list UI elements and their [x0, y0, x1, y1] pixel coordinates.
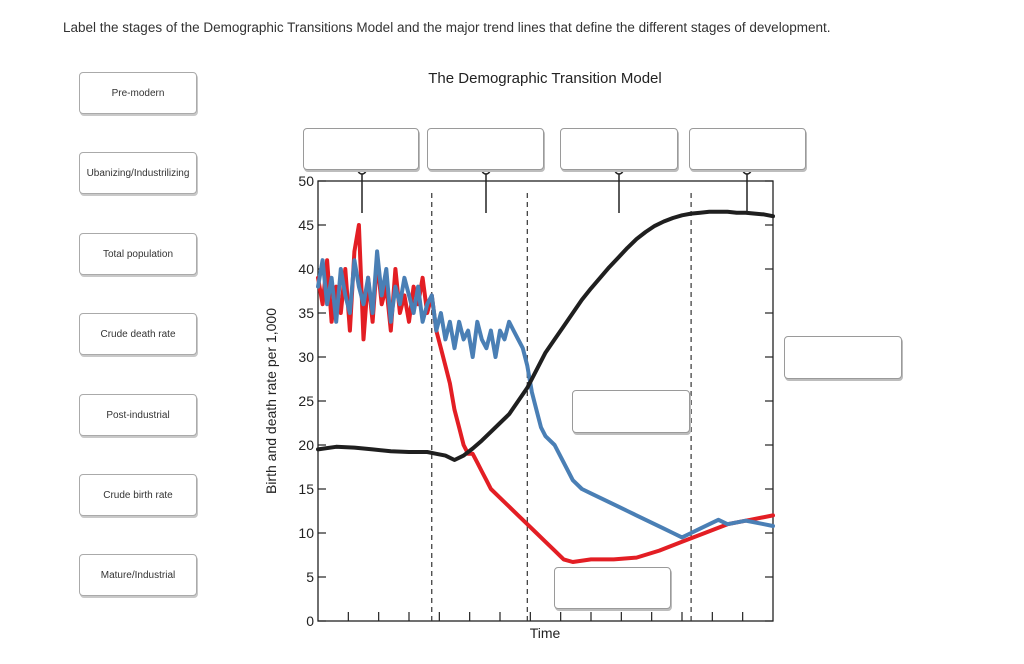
label-choice-urbanizing[interactable]: Ubanizing/Industrilizing	[79, 152, 197, 194]
y-tick-label: 10	[298, 525, 314, 541]
crude-birth-rate-line	[316, 223, 775, 564]
label-choice-total-population[interactable]: Total population	[79, 233, 197, 275]
label-choice-pre-modern[interactable]: Pre-modern	[79, 72, 197, 114]
label-choice-crude-death-rate[interactable]: Crude death rate	[79, 313, 197, 355]
y-tick-label: 35	[298, 305, 314, 321]
label-choice-crude-birth-rate[interactable]: Crude birth rate	[79, 474, 197, 516]
x-axis-title: Time	[530, 625, 561, 641]
chart-title: The Demographic Transition Model	[428, 70, 661, 87]
y-tick-label: 5	[306, 569, 314, 585]
y-axis-ticks: 0 5 10 15 20 25 30 35 40 45 50	[298, 173, 773, 629]
y-tick-label: 20	[298, 437, 314, 453]
y-tick-label: 40	[298, 261, 314, 277]
y-axis-title: Birth and death rate per 1,000	[263, 308, 279, 494]
label-choice-mature-industrial[interactable]: Mature/Industrial	[79, 554, 197, 596]
drop-target-stage-3[interactable]	[560, 128, 678, 170]
drop-target-stage-4[interactable]	[689, 128, 806, 170]
crude-death-rate-line	[316, 249, 775, 540]
y-tick-label: 25	[298, 393, 314, 409]
drop-target-lower-line[interactable]	[554, 567, 671, 609]
x-axis-ticks	[347, 612, 744, 621]
series-lines	[316, 209, 775, 564]
plot-frame	[317, 180, 774, 622]
drop-target-stage-1[interactable]	[303, 128, 419, 170]
drop-target-total-population-line[interactable]	[784, 336, 902, 379]
label-choice-post-industrial[interactable]: Post-industrial	[79, 394, 197, 436]
total-population-line	[316, 209, 775, 462]
drop-target-middle-line[interactable]	[572, 390, 690, 433]
y-tick-label: 50	[298, 173, 314, 189]
stage-pointers	[357, 165, 752, 213]
y-tick-label: 15	[298, 481, 314, 497]
instruction-text: Label the stages of the Demographic Tran…	[63, 20, 831, 35]
drop-target-stage-2[interactable]	[427, 128, 544, 170]
y-tick-label: 0	[306, 613, 314, 629]
y-tick-label: 45	[298, 217, 314, 233]
y-tick-label: 30	[298, 349, 314, 365]
